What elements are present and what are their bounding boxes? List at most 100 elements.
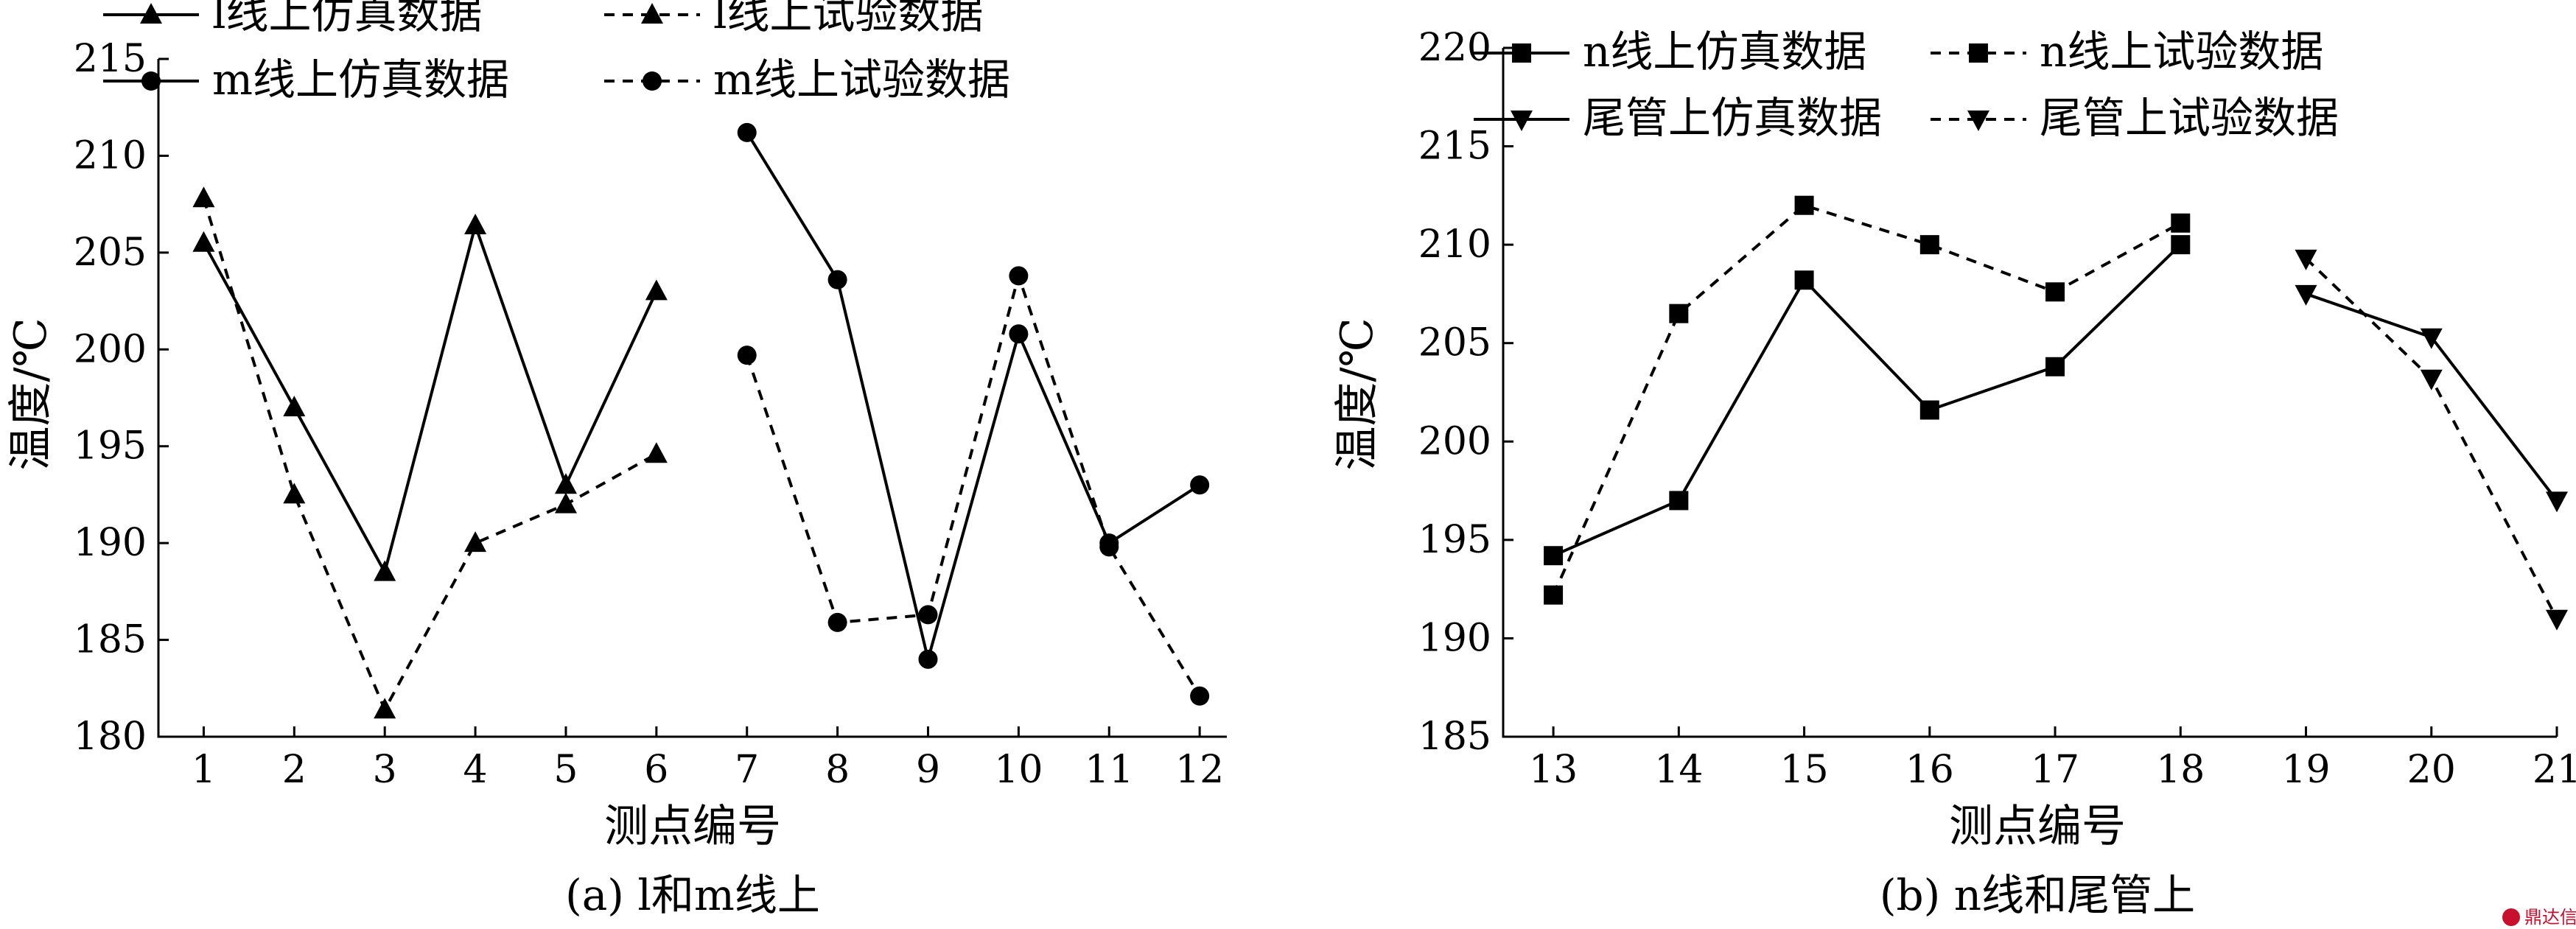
legend-label: 尾管上仿真数据 [1583,93,1882,143]
data-point [1190,475,1210,495]
legend-marker [1967,111,1989,131]
data-point [1544,546,1564,566]
legend-entry: n线上试验数据 [1931,27,2323,77]
y-tick-label: 205 [1418,321,1491,365]
series-1-1 [1544,195,2191,605]
legend-label: n线上仿真数据 [1583,27,1866,77]
data-point [645,442,668,463]
data-point [2045,282,2065,302]
legend-label: 尾管上试验数据 [2040,93,2339,143]
x-tick-label: 20 [2407,748,2456,792]
y-tick-label: 210 [74,133,147,178]
legend-entry: l线上仿真数据 [103,0,483,38]
legend-label: m线上仿真数据 [212,55,509,105]
x-tick-label: 12 [1175,748,1224,792]
data-point [1009,266,1029,286]
series-0-2 [737,122,1210,669]
caption-a: (a) l和m线上 [565,870,820,920]
data-point [2045,357,2065,376]
series-line [2305,292,2558,502]
x-tick-label: 19 [2281,748,2330,792]
y-tick-label: 190 [1418,616,1491,660]
data-point [1099,537,1119,557]
data-point [1794,195,1814,215]
x-tick-label: 3 [373,748,397,792]
axes-frame [1502,48,2557,738]
x-tick-label: 1 [192,748,216,792]
watermark-logo-text: 鼎达信 [2524,907,2576,928]
x-tick-label: 18 [2156,748,2205,792]
data-point [1794,270,1814,290]
data-point [1919,235,1939,255]
x-tick-label: 8 [825,748,850,792]
y-axis-title-b: 温度/℃ [1331,318,1383,470]
y-tick-label: 210 [1418,222,1491,267]
x-tick-label: 14 [1654,748,1703,792]
data-point [554,473,577,494]
data-point [827,270,847,290]
legend-label: l线上仿真数据 [212,0,483,38]
data-point [1669,304,1689,323]
data-point [464,531,487,553]
data-point [1669,491,1689,511]
x-tick-label: 4 [463,748,488,792]
data-point [737,122,757,142]
legend-marker [140,3,162,24]
series-line [745,270,1201,697]
series-line [202,197,657,713]
y-tick-label: 200 [74,327,147,371]
x-tick-label: 17 [2031,748,2079,792]
data-point [2295,249,2317,270]
legend-a: l线上仿真数据 l线上试验数据 m线上仿真数据 m线上试验数据 [103,0,1010,105]
data-point [2171,235,2191,255]
data-point [737,346,757,365]
legend-entry: n线上仿真数据 [1474,27,1866,77]
data-point [2171,213,2191,233]
legend-marker [1511,111,1533,131]
y-tick-label: 200 [1418,419,1491,463]
series-line [2305,257,2558,620]
data-point [2295,284,2317,306]
legend-label: l线上试验数据 [713,0,984,38]
y-tick-label: 195 [74,424,147,469]
data-point [283,483,306,504]
series-1-0 [1544,235,2191,566]
caption-b: (b) n线和尾管上 [1880,870,2195,920]
series-1-2 [2295,284,2568,513]
legend-entry: m线上试验数据 [604,55,1010,105]
data-point [1919,400,1939,420]
x-axis-title-a: 测点编号 [604,801,781,852]
x-tick-label: 10 [994,748,1043,792]
watermark-logo: 鼎达信 [2502,907,2576,928]
x-tick-label: 11 [1085,748,1133,792]
data-point [918,605,938,625]
series-1-3 [2295,249,2568,631]
series-0-1 [192,186,668,719]
y-tick-label: 215 [74,37,147,81]
data-point [464,214,487,235]
legend-entry: 尾管上仿真数据 [1474,93,1882,143]
legend-marker [1969,43,1988,63]
series-0-3 [737,266,1210,706]
x-tick-label: 6 [644,748,668,792]
series-line [1553,243,2182,558]
data-point [554,492,577,513]
y-tick-label: 185 [1418,715,1491,759]
legend-marker [641,3,663,24]
watermark-logo-icon [2502,908,2520,926]
data-point [827,612,847,632]
data-point [1544,585,1564,605]
y-tick-label: 215 [1418,125,1491,169]
x-tick-label: 2 [282,748,307,792]
legend-label: n线上试验数据 [2040,27,2323,77]
data-point [2420,328,2443,349]
data-point [2420,369,2443,390]
data-point [1190,686,1210,706]
series-line [746,131,1201,665]
data-point [374,698,396,719]
